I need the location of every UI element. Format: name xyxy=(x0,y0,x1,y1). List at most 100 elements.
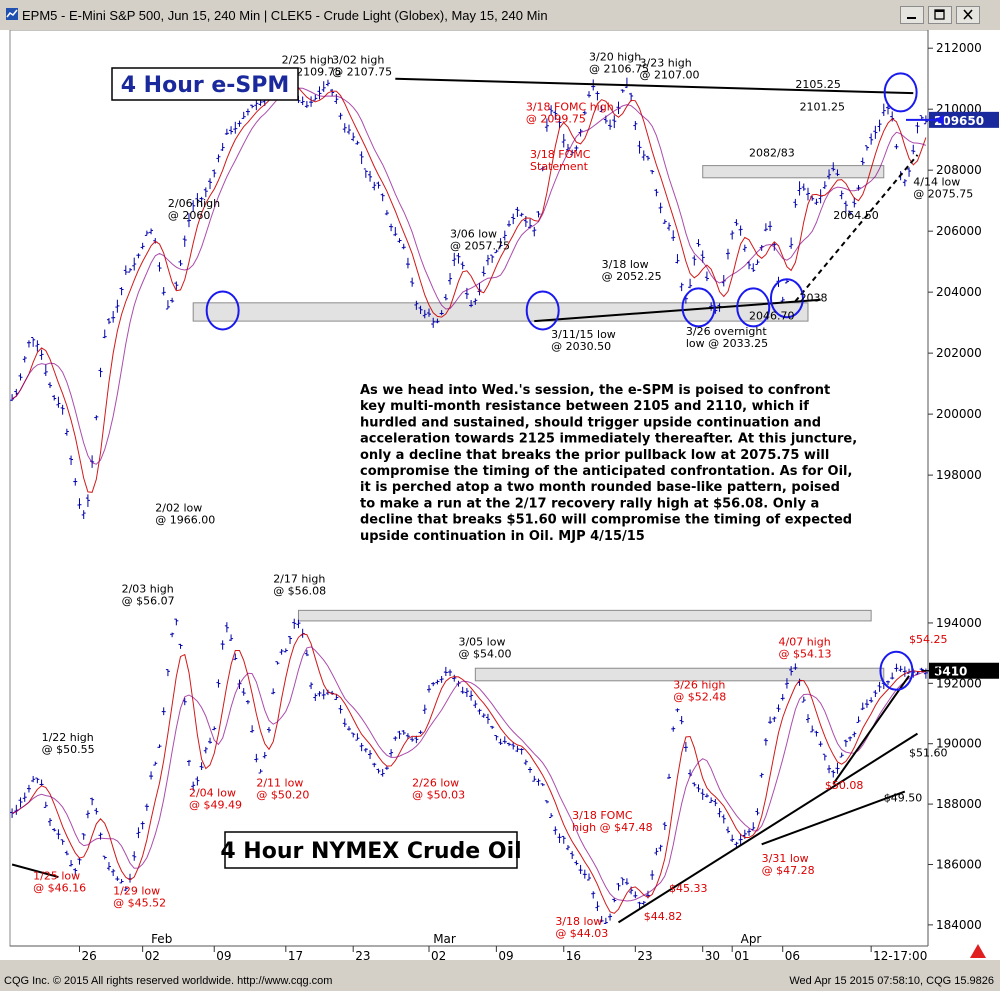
x-tick-label: 01 xyxy=(734,949,749,960)
close-button[interactable] xyxy=(956,6,980,24)
oil-title-frame xyxy=(224,831,518,869)
y-tick-label: 184000 xyxy=(936,918,982,932)
highlight-circle xyxy=(525,290,560,331)
y-tick-label: 192000 xyxy=(936,676,982,690)
price-axis-bg xyxy=(928,30,1000,960)
warning-icon xyxy=(970,944,986,958)
annotation-label: 2082/83 xyxy=(749,146,795,159)
x-month-label: Feb xyxy=(151,932,172,946)
commentary-line: As we head into Wed.'s session, the e-SP… xyxy=(360,383,830,398)
trendline-base-line xyxy=(534,298,821,323)
y-tick-label: 186000 xyxy=(936,857,982,871)
commentary-line: it is perched atop a two month rounded b… xyxy=(360,480,840,495)
annotation-label: 2046.70 xyxy=(749,310,795,323)
highlight-circle xyxy=(883,72,918,113)
annotation-label: @ $50.03 xyxy=(412,788,465,801)
annotation-label: 2/06 high xyxy=(168,197,220,210)
annotation-label: @ $44.03 xyxy=(555,927,608,940)
moving-average-2 xyxy=(11,646,927,902)
annotation-label: @ 2075.75 xyxy=(913,187,973,200)
annotation-label: 2038 xyxy=(800,291,828,304)
annotation-label: 3/02 high xyxy=(332,53,384,66)
annotation-label: @ 2099.75 xyxy=(526,113,586,126)
moving-average-2 xyxy=(11,87,927,465)
annotation-label: 3/26 high xyxy=(673,678,725,691)
commentary-line: hurdled and sustained, should trigger up… xyxy=(360,415,821,430)
annotation-label: @ $46.16 xyxy=(33,882,86,895)
annotation-label: @ 2107.00 xyxy=(640,68,700,81)
annotation-label: @ 2106.75 xyxy=(589,62,649,75)
commentary-line: key multi-month resistance between 2105 … xyxy=(360,399,809,414)
annotation-label: 2064.50 xyxy=(833,209,879,222)
annotation-label: 3/18 low xyxy=(555,915,602,928)
annotation-label: @ $50.20 xyxy=(256,788,309,801)
y-tick-label: 212000 xyxy=(936,41,982,55)
annotation-label: 2/26 low xyxy=(412,776,459,789)
highlight-circle xyxy=(769,278,804,319)
annotation-label: @ 2060 xyxy=(168,209,211,222)
status-bar: CQG Inc. © 2015 All rights reserved worl… xyxy=(0,972,1000,991)
annotation-label: @ $49.49 xyxy=(189,799,242,812)
annotation-label: @ $52.48 xyxy=(673,690,726,703)
x-tick-label: 17 xyxy=(288,949,303,960)
x-tick-label: 12-17:00 xyxy=(873,949,927,960)
x-month-label: Apr xyxy=(741,932,762,946)
trendline-oil-uptrend-mid xyxy=(617,732,919,924)
annotation-label: 3/26 overnight xyxy=(686,325,768,338)
annotation-label: @ $56.08 xyxy=(273,585,326,598)
annotation-label: 2/17 high xyxy=(273,573,325,586)
annotation-label: high @ $47.48 xyxy=(572,821,652,834)
moving-average-1 xyxy=(11,81,927,493)
highlight-circle xyxy=(681,287,716,328)
zone-resistance-56 xyxy=(297,609,872,622)
commentary-line: to make a run at the 2/17 recovery rally… xyxy=(360,496,819,511)
y-tick-label: 206000 xyxy=(936,224,982,238)
copyright-text: CQG Inc. © 2015 All rights reserved worl… xyxy=(4,975,333,987)
spm-title: 4 Hour e-SPM xyxy=(121,73,290,98)
annotation-label: 3/06 low xyxy=(450,227,497,240)
annotation-label: 2/03 high xyxy=(122,583,174,596)
y-tick-label: 204000 xyxy=(936,285,982,299)
moving-average-1 xyxy=(11,633,926,914)
annotation-label: @ 2052.25 xyxy=(602,270,662,283)
minimize-button[interactable] xyxy=(900,6,924,24)
annotation-label: @ $45.52 xyxy=(113,897,166,910)
annotation-label: $51.60 xyxy=(909,746,948,759)
zone-resistance-2082 xyxy=(702,165,885,179)
annotation-label: 2/25 high xyxy=(282,53,334,66)
highlight-circle xyxy=(879,650,914,691)
x-tick-label: 09 xyxy=(216,949,231,960)
price-chart[interactable]: 1980002000002020002040002060002080002100… xyxy=(0,30,1000,960)
annotation-label: $54.25 xyxy=(909,633,948,646)
annotation-label: 3/18 FOMC xyxy=(530,148,591,161)
x-tick-label: 02 xyxy=(145,949,160,960)
maximize-icon xyxy=(934,9,945,20)
title-bar: EPM5 - E-Mini S&P 500, Jun 15, 240 Min |… xyxy=(0,0,1000,31)
commentary-line: compromise the timing of the anticipated… xyxy=(360,464,852,479)
y-tick-label: 208000 xyxy=(936,163,982,177)
annotation-label: @ $54.13 xyxy=(779,648,832,661)
commentary-text: As we head into Wed.'s session, the e-SP… xyxy=(360,383,857,544)
annotation-label: @ 2057.75 xyxy=(450,239,510,252)
x-tick-label: 02 xyxy=(431,949,446,960)
chart-app-icon xyxy=(6,8,18,20)
trendline-oil-uptrend-steep xyxy=(832,675,910,785)
maximize-button[interactable] xyxy=(928,6,952,24)
oil-panel: 184000 186000 188000 190000 192000 194000 2/03… xyxy=(10,573,999,940)
annotation-label: Statement xyxy=(530,160,589,173)
x-month-label: Mar xyxy=(433,932,456,946)
last-price-label: 209650 xyxy=(934,114,984,128)
annotation-label: 3/11/15 low xyxy=(551,328,616,341)
timestamp-text: Wed Apr 15 2015 07:58:10, CQG 15.9826 xyxy=(789,975,994,987)
last-price-arrow-head xyxy=(933,114,944,125)
annotation-label: @ 1966.00 xyxy=(155,514,215,527)
oil-title: 4 Hour NYMEX Crude Oil xyxy=(220,839,521,864)
spm-title-box: 4 Hour e-SPM xyxy=(111,67,299,101)
zone-resistance-54 xyxy=(474,667,885,682)
y-tick-label: 198000 xyxy=(936,468,982,482)
plot-area[interactable]: 198000 200000 202000 204000 206000 208000 2100… xyxy=(0,30,1000,960)
annotation-label: 1/22 high xyxy=(42,731,94,744)
annotation-label: 4/14 low xyxy=(913,175,960,188)
annotation-label: 3/18 FOMC xyxy=(572,809,633,822)
